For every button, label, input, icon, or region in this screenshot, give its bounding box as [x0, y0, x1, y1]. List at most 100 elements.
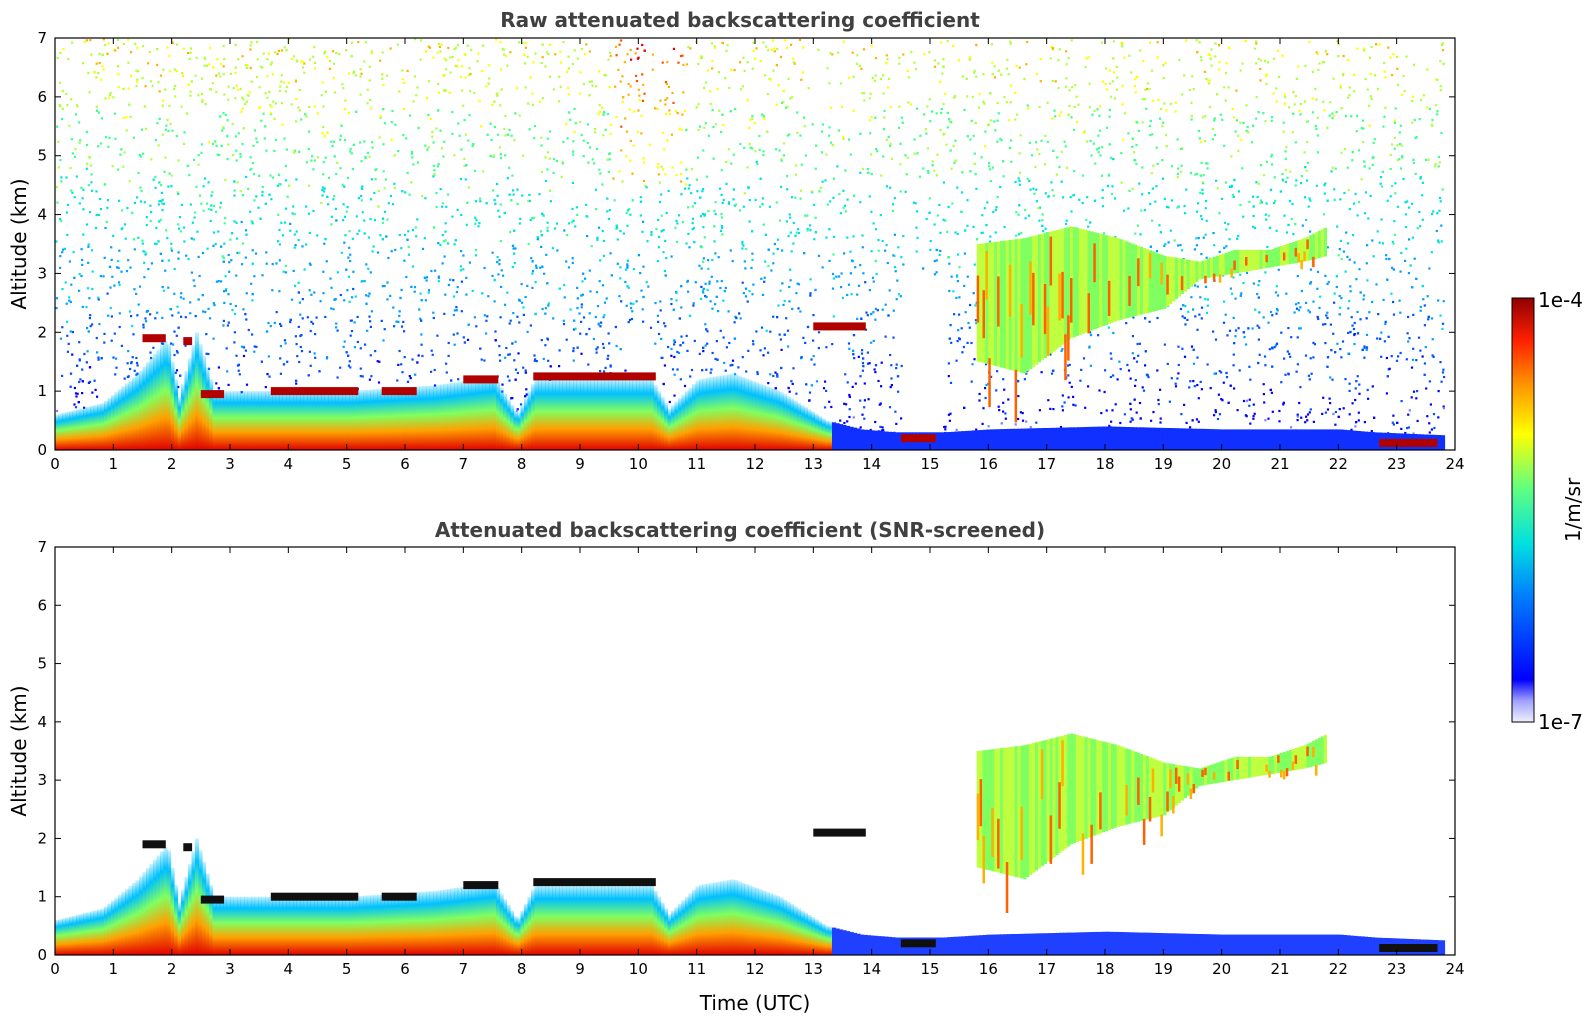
- noise-pixel: [359, 141, 362, 144]
- noise-pixel: [943, 425, 946, 429]
- noise-pixel: [1014, 180, 1017, 184]
- noise-pixel: [1275, 87, 1278, 90]
- noise-pixel: [872, 311, 875, 314]
- noise-pixel: [722, 198, 725, 202]
- noise-pixel: [349, 319, 352, 322]
- noise-pixel: [1421, 285, 1424, 288]
- noise-pixel: [251, 333, 254, 336]
- noise-pixel: [472, 143, 475, 146]
- noise-pixel: [705, 296, 708, 299]
- noise-pixel: [626, 265, 629, 268]
- noise-pixel: [343, 340, 346, 343]
- noise-pixel: [706, 69, 709, 72]
- noise-pixel: [274, 102, 277, 105]
- noise-pixel: [278, 228, 281, 232]
- noise-pixel: [230, 259, 233, 262]
- noise-pixel: [794, 173, 797, 176]
- noise-pixel: [946, 40, 949, 43]
- noise-pixel: [988, 123, 991, 126]
- noise-pixel: [508, 379, 511, 382]
- noise-pixel: [580, 306, 583, 309]
- noise-pixel: [1274, 199, 1277, 202]
- noise-pixel: [1174, 110, 1177, 113]
- noise-pixel: [217, 72, 220, 75]
- noise-pixel: [664, 103, 667, 106]
- noise-pixel: [586, 235, 589, 238]
- noise-pixel: [529, 324, 532, 327]
- noise-pixel: [732, 198, 735, 201]
- noise-pixel: [80, 248, 83, 251]
- noise-pixel: [375, 168, 378, 171]
- noise-pixel: [61, 89, 64, 93]
- noise-pixel: [397, 149, 400, 153]
- noise-pixel: [770, 269, 773, 272]
- noise-pixel: [641, 73, 644, 76]
- noise-pixel: [1163, 197, 1166, 200]
- noise-pixel: [1021, 412, 1024, 415]
- noise-pixel: [1085, 140, 1089, 143]
- noise-pixel: [553, 227, 557, 230]
- noise-pixel: [202, 185, 205, 188]
- noise-pixel: [143, 201, 146, 204]
- noise-pixel: [1223, 300, 1226, 303]
- noise-pixel: [529, 219, 532, 222]
- noise-pixel: [1348, 258, 1351, 261]
- noise-pixel: [714, 46, 717, 49]
- noise-pixel: [193, 211, 196, 214]
- noise-pixel: [1423, 324, 1426, 327]
- noise-pixel: [1347, 307, 1350, 310]
- noise-pixel: [739, 317, 742, 320]
- noise-pixel: [212, 204, 216, 208]
- noise-pixel: [75, 175, 78, 178]
- noise-pixel: [859, 375, 862, 378]
- noise-pixel: [1425, 387, 1428, 390]
- noise-pixel: [219, 115, 222, 118]
- noise-pixel: [115, 266, 119, 269]
- noise-pixel: [363, 140, 366, 143]
- noise-pixel: [1227, 86, 1230, 89]
- noise-pixel: [1177, 205, 1180, 208]
- noise-pixel: [1273, 201, 1276, 205]
- noise-pixel: [433, 368, 436, 372]
- noise-pixel: [696, 156, 699, 159]
- noise-pixel: [424, 299, 427, 302]
- noise-pixel: [817, 331, 821, 334]
- noise-pixel: [117, 260, 120, 263]
- noise-pixel: [1254, 308, 1257, 311]
- noise-pixel: [1227, 223, 1230, 226]
- noise-pixel: [1101, 196, 1104, 199]
- noise-pixel: [929, 120, 932, 123]
- noise-pixel: [495, 182, 499, 186]
- noise-pixel: [1416, 390, 1419, 393]
- noise-pixel: [181, 71, 184, 75]
- noise-pixel: [180, 292, 183, 295]
- noise-pixel: [744, 287, 748, 290]
- noise-pixel: [544, 312, 547, 315]
- noise-pixel: [660, 214, 663, 217]
- noise-pixel: [1174, 101, 1177, 104]
- noise-pixel: [1364, 78, 1367, 81]
- noise-pixel: [508, 353, 511, 356]
- noise-pixel: [480, 70, 484, 73]
- noise-pixel: [1368, 104, 1371, 107]
- noise-pixel: [1232, 116, 1236, 119]
- noise-pixel: [1212, 232, 1215, 235]
- noise-pixel: [81, 197, 84, 200]
- noise-pixel: [379, 234, 382, 237]
- noise-pixel: [1245, 104, 1248, 107]
- noise-pixel: [1395, 359, 1399, 362]
- noise-pixel: [1235, 89, 1238, 92]
- noise-pixel: [804, 214, 807, 217]
- noise-pixel: [602, 316, 605, 319]
- noise-pixel: [925, 217, 928, 221]
- noise-pixel: [530, 217, 534, 220]
- noise-pixel: [1291, 202, 1294, 206]
- noise-pixel: [657, 173, 660, 176]
- noise-pixel: [1017, 213, 1020, 216]
- noise-pixel: [714, 212, 717, 216]
- noise-pixel: [359, 367, 362, 370]
- noise-pixel: [639, 272, 642, 275]
- noise-pixel: [196, 230, 199, 233]
- noise-pixel: [686, 349, 689, 352]
- noise-pixel: [114, 373, 117, 376]
